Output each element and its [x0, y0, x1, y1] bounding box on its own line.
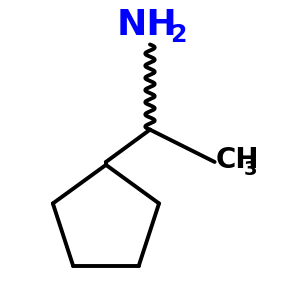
Text: CH: CH	[216, 146, 260, 175]
Text: NH: NH	[117, 8, 177, 41]
Text: 2: 2	[170, 23, 186, 47]
Text: 3: 3	[244, 160, 257, 179]
